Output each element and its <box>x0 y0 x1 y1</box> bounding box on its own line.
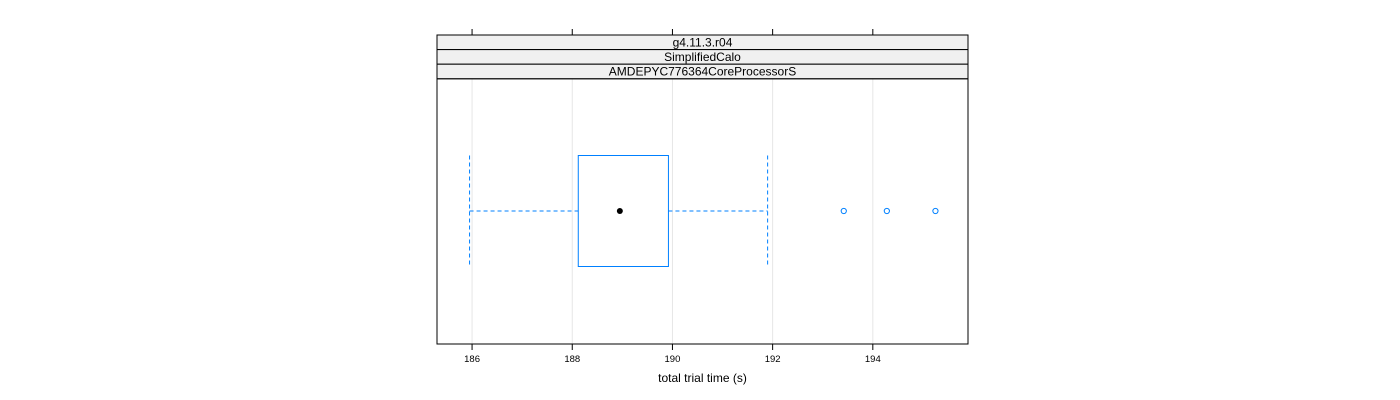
outlier-point <box>883 207 890 215</box>
box-marks <box>469 155 939 267</box>
iqr-box <box>577 155 669 267</box>
strip-label: SimplifiedCalo <box>664 50 741 64</box>
x-axis-ticks: 186 188 190 192 194 <box>464 29 881 365</box>
x-tick-label: 194 <box>865 354 881 365</box>
x-tick-label: 190 <box>665 354 681 365</box>
strip-label: AMDEPYC776364CoreProcessorS <box>609 65 796 79</box>
outlier-point <box>840 207 847 215</box>
x-axis-title: total trial time (s) <box>658 371 747 385</box>
x-tick-label: 186 <box>464 354 480 365</box>
outlier-point <box>932 207 939 215</box>
x-tick-label: 188 <box>564 354 580 365</box>
grid-lines <box>471 78 874 344</box>
strip-headers: g4.11.3.r04SimplifiedCaloAMDEPYC776364Co… <box>436 34 969 80</box>
strip-label: g4.11.3.r04 <box>673 36 733 50</box>
x-tick-label: 192 <box>765 354 781 365</box>
median-dot <box>616 208 623 214</box>
panel-frame <box>436 78 969 345</box>
